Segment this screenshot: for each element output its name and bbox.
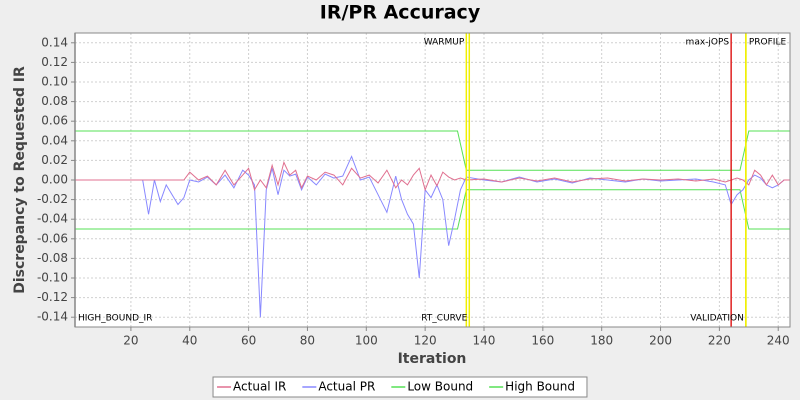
y-axis-label: Discrepancy to Requested IR [12,66,28,294]
x-tick-label: 40 [182,334,197,348]
x-tick-label: 160 [531,334,554,348]
x-tick-label: 100 [355,334,378,348]
marker-label: RT_CURVE [421,314,467,324]
y-tick-label: -0.10 [37,271,68,285]
y-tick-label: 0.08 [41,94,68,108]
y-tick-label: 0.00 [41,173,68,187]
x-tick-label: 80 [300,334,315,348]
y-tick-label: 0.06 [41,114,68,128]
y-tick-label: -0.08 [37,251,68,265]
x-tick-label: 140 [473,334,496,348]
chart-title: IR/PR Accuracy [320,2,481,24]
marker-label: WARMUP [424,38,465,48]
x-axis-label: Iteration [398,351,467,367]
legend: Actual IR Actual PR Low Bound High Bound [212,376,588,398]
marker-label: HIGH_BOUND_IR [78,314,152,324]
series-line [75,189,790,230]
marker-label: max-jOPS [686,38,730,48]
x-tick-label: 240 [767,334,790,348]
y-tick-label: -0.04 [37,212,68,226]
x-tick-label: 200 [649,334,672,348]
plot-border [74,32,791,328]
marker-label: PROFILE [749,38,787,48]
x-tick-label: 60 [241,334,256,348]
legend-label: Actual PR [318,380,375,394]
series-line [75,130,790,171]
legend-label: Low Bound [407,380,473,394]
series-line [75,160,790,192]
y-tick-label: 0.04 [41,133,68,147]
y-tick-label: 0.12 [41,55,68,69]
y-tick-label: 0.14 [41,35,68,49]
y-tick-label: -0.12 [37,290,68,304]
y-tick-label: 0.02 [41,153,68,167]
y-tick-label: -0.06 [37,231,68,245]
x-tick-label: 20 [123,334,138,348]
x-tick-label: 220 [708,334,731,348]
marker-label: VALIDATION [690,314,744,324]
y-tick-label: 0.10 [41,75,68,89]
legend-label: High Bound [505,380,575,394]
x-tick-label: 180 [590,334,613,348]
y-tick-label: -0.14 [37,310,68,324]
legend-label: Actual IR [233,380,286,394]
y-tick-label: -0.02 [37,192,68,206]
x-tick-label: 120 [414,334,437,348]
